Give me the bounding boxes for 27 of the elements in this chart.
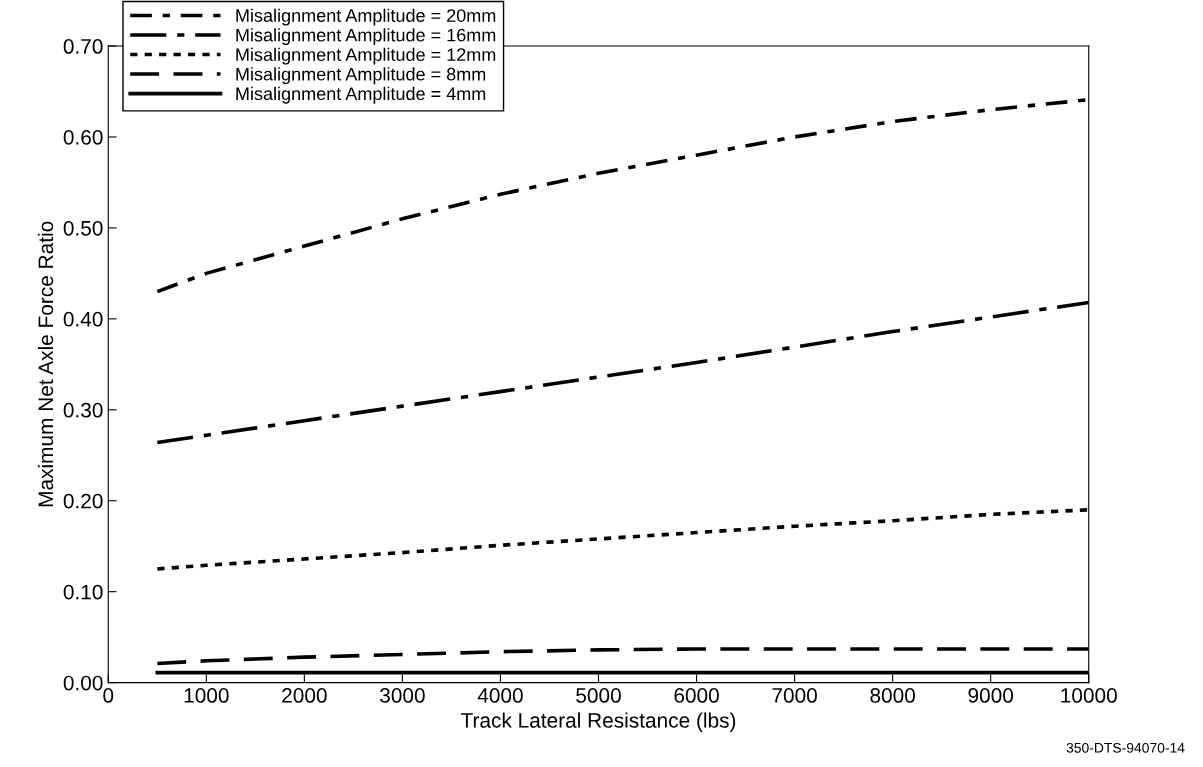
x-tick-label: 2000 <box>282 688 327 703</box>
x-axis-title: Track Lateral Resistance (lbs) <box>461 712 736 732</box>
x-tick-label: 4000 <box>477 688 523 703</box>
x-tick-label: 9000 <box>968 688 1014 703</box>
y-tick-label: 0.40 <box>63 311 103 327</box>
x-tick-label: 1000 <box>184 688 229 703</box>
y-tick-label: 0.30 <box>63 402 103 418</box>
legend-label: Misalignment Amplitude = 12mm <box>236 47 496 65</box>
x-tick-label: 8000 <box>870 688 915 703</box>
y-tick-label: 0.60 <box>63 129 103 145</box>
y-tick-label: 0.00 <box>63 675 103 691</box>
legend-label: Misalignment Amplitude = 20mm <box>236 8 496 26</box>
x-tick-label: 10000 <box>1061 688 1117 703</box>
y-tick-label: 0.70 <box>63 39 103 54</box>
x-tick-label: 0 <box>103 688 114 703</box>
x-tick-label: 7000 <box>772 688 817 703</box>
legend-label: Misalignment Amplitude = 8mm <box>236 67 486 85</box>
y-tick-label: 0.10 <box>63 584 103 600</box>
x-tick-label: 5000 <box>576 688 621 703</box>
x-tick-label: 3000 <box>380 688 425 703</box>
y-tick-label: 0.50 <box>63 220 103 236</box>
y-axis-title: Maximum Net Axle Force Ratio <box>37 221 54 507</box>
y-tick-label: 0.20 <box>63 493 103 509</box>
legend-label: Misalignment Amplitude = 4mm <box>236 86 486 104</box>
text: 350-DTS-94070-14 <box>1066 742 1185 753</box>
legend-label: Misalignment Amplitude = 16mm <box>236 28 496 46</box>
x-tick-label: 6000 <box>674 688 719 703</box>
